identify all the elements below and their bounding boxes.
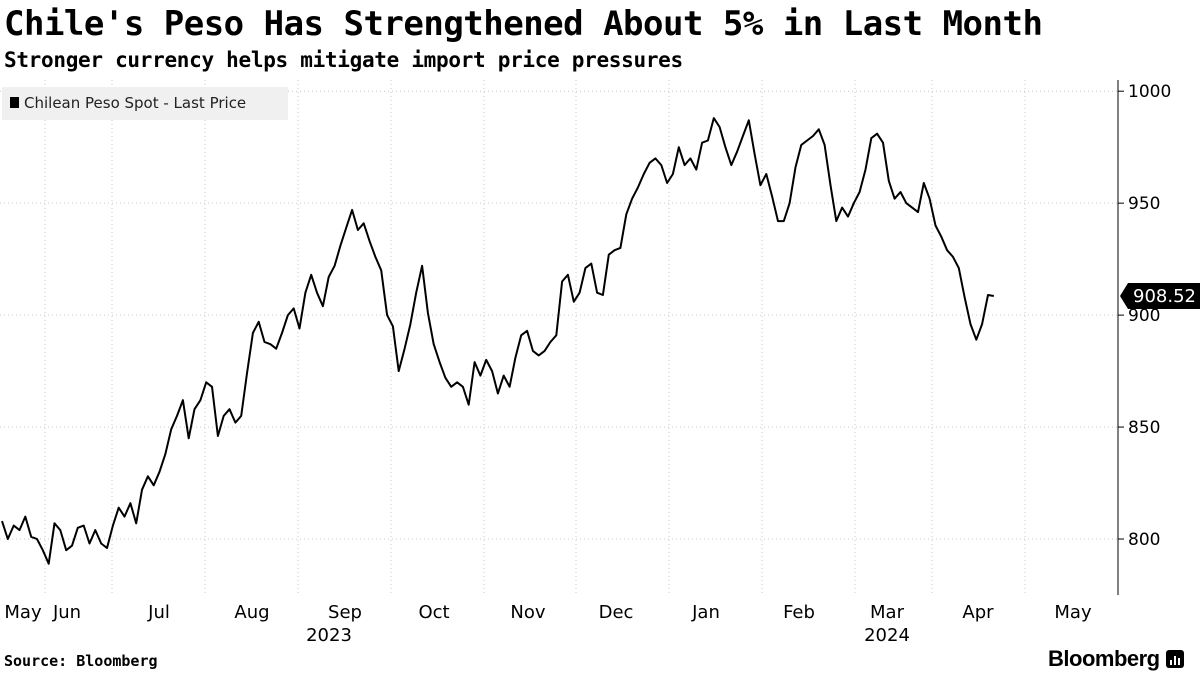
last-value-badge-bg bbox=[1120, 283, 1200, 310]
legend-box bbox=[2, 87, 288, 120]
x-tick-label: Sep bbox=[328, 602, 362, 623]
y-tick-label: 900 bbox=[1128, 306, 1160, 326]
x-tick-label: Mar bbox=[870, 602, 905, 623]
series-line-chilean-peso bbox=[1, 117, 994, 565]
legend-swatch bbox=[10, 97, 19, 108]
brand-name: Bloomberg bbox=[1048, 646, 1160, 671]
x-year-label: 2023 bbox=[306, 625, 352, 646]
series bbox=[1, 117, 994, 565]
grid-lines bbox=[0, 80, 1118, 595]
y-tick-label: 850 bbox=[1128, 418, 1160, 438]
legend: Chilean Peso Spot - Last Price bbox=[2, 87, 288, 120]
x-tick-label: Jun bbox=[52, 602, 81, 623]
last-value-label: 908.52 bbox=[1133, 286, 1196, 307]
bloomberg-chart-icon bbox=[1165, 650, 1184, 668]
y-tick-label: 950 bbox=[1128, 194, 1160, 214]
axes: 800 850 900 950 1000 May Jun Jul Aug Sep Oct Nov Dec… bbox=[4, 80, 1171, 646]
x-tick-label: May bbox=[1054, 602, 1092, 623]
x-year-label: 2024 bbox=[864, 625, 910, 646]
y-tick-label: 800 bbox=[1128, 530, 1160, 550]
x-tick-label: Apr bbox=[962, 602, 994, 623]
x-tick-label: Dec bbox=[599, 602, 634, 623]
legend-label: Chilean Peso Spot - Last Price bbox=[24, 94, 246, 112]
x-tick-label: May bbox=[4, 602, 42, 623]
x-tick-label: Jan bbox=[691, 602, 720, 623]
y-tick-label: 1000 bbox=[1128, 82, 1171, 102]
x-tick-label: Nov bbox=[510, 602, 545, 623]
bloomberg-logo: Bloomberg bbox=[1048, 646, 1184, 672]
x-tick-label: Jul bbox=[147, 602, 170, 623]
x-tick-label: Feb bbox=[783, 602, 815, 623]
source-note: Source: Bloomberg bbox=[4, 652, 158, 670]
x-tick-label: Aug bbox=[234, 602, 269, 623]
last-value-badge: 908.52 bbox=[1120, 283, 1200, 310]
chart-subtitle: Stronger currency helps mitigate import … bbox=[4, 48, 683, 72]
x-tick-label: Oct bbox=[418, 602, 449, 623]
chart-title: Chile's Peso Has Strengthened About 5% i… bbox=[4, 4, 1043, 44]
